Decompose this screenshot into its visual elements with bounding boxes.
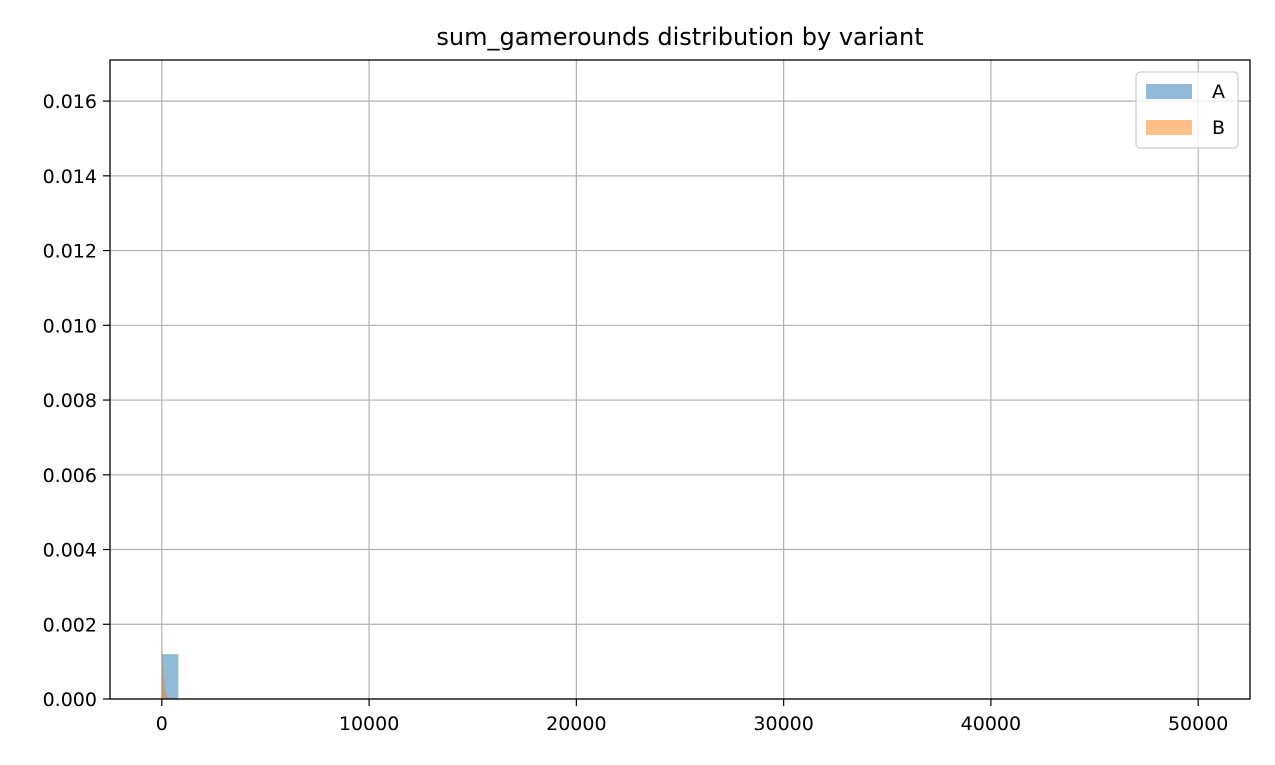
legend-swatch-b (1146, 120, 1192, 135)
legend-swatch-a (1146, 84, 1192, 99)
histogram-bar-b (165, 689, 166, 699)
y-tick-label: 0.012 (43, 241, 97, 263)
histogram-bar-b (162, 665, 164, 699)
legend-label-b: B (1212, 117, 1225, 139)
y-tick-label: 0.004 (43, 540, 97, 562)
histogram-bar-b (161, 650, 163, 699)
y-tick-label: 0.016 (43, 91, 97, 113)
histogram-bar-a (161, 654, 179, 699)
axes-layer (109, 59, 1251, 700)
legend-label-a: A (1212, 81, 1225, 103)
y-tick-label: 0.008 (43, 390, 97, 412)
histogram-bar-b (163, 676, 165, 699)
histogram-bar-b (165, 693, 167, 699)
histogram-bar-b (166, 695, 168, 699)
plot-frame (109, 59, 1251, 700)
bars-layer (161, 650, 179, 699)
x-tick-label: 10000 (339, 713, 399, 735)
y-tick-label: 0.014 (43, 166, 97, 188)
histogram-bar-b (167, 696, 169, 699)
x-tick-label: 50000 (1168, 713, 1228, 735)
x-tick-label: 20000 (546, 713, 606, 735)
x-tick-label: 0 (156, 713, 168, 735)
y-tick-label: 0.010 (43, 315, 97, 337)
legend: AB (1135, 71, 1239, 149)
y-tick-label: 0.002 (43, 614, 97, 636)
histogram-bar-b (164, 684, 166, 699)
grid-layer (110, 60, 1250, 700)
x-tick-label: 30000 (753, 713, 813, 735)
y-tick-label: 0.006 (43, 465, 97, 487)
x-tick-label: 40000 (961, 713, 1021, 735)
chart-title: sum_gamerounds distribution by variant (436, 23, 923, 51)
ticks-layer: 0 10000 20000 30000 40000 50000 0.000 0.002 0.00… (43, 91, 1229, 735)
y-tick-label: 0.000 (43, 689, 97, 711)
